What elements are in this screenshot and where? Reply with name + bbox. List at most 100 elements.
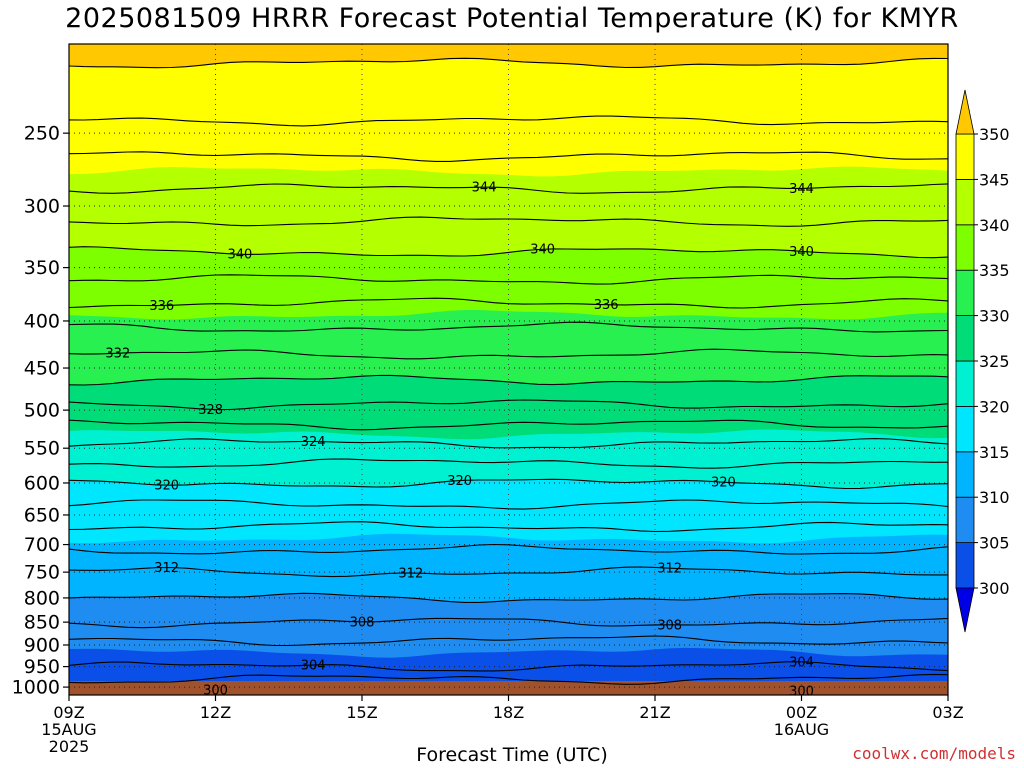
contour-label: 336 (149, 299, 174, 314)
y-tick-label: 400 (24, 310, 60, 332)
contour-label: 344 (789, 182, 814, 197)
colorbar-label: 325 (979, 352, 1010, 371)
y-tick-label: 900 (24, 634, 60, 656)
contour-label-text: 344 (789, 182, 814, 197)
y-tick-label: 450 (24, 358, 60, 380)
contour-label: 312 (154, 561, 179, 576)
colorbar-label: 330 (979, 307, 1010, 326)
x-tick-sublabel: 15AUG (41, 720, 96, 739)
contour-label-text: 300 (789, 685, 814, 700)
grid-lines (69, 44, 948, 695)
contour-label-text: 320 (447, 474, 472, 489)
colorbar-segment (955, 451, 975, 498)
contour-310 (69, 592, 948, 603)
contour-label: 304 (789, 655, 814, 670)
y-tick-label: 1000 (12, 677, 60, 699)
contour-340 (69, 246, 948, 259)
y-tick-label: 950 (24, 656, 60, 678)
contour-304 (69, 661, 948, 672)
colorbar-label: 335 (979, 261, 1010, 280)
x-tick-label: 03Z (932, 703, 963, 722)
contour-label-text: 304 (789, 655, 814, 670)
contour-label: 340 (228, 248, 253, 263)
contour-328 (69, 399, 948, 411)
contour-label: 304 (301, 659, 326, 674)
contour-338 (69, 274, 948, 285)
contour-346 (69, 151, 948, 162)
contour-350 (69, 57, 948, 69)
y-tick-label: 650 (24, 504, 60, 526)
contour-label: 308 (350, 615, 375, 630)
contour-label: 312 (657, 562, 682, 577)
colorbar-segment (955, 269, 975, 317)
contour-326 (69, 419, 948, 431)
contour-label-text: 332 (105, 347, 130, 362)
x-tick-label: 21Z (639, 703, 670, 722)
colorbar-label: 340 (979, 216, 1010, 235)
contour-336 (69, 297, 948, 309)
y-tick-label: 550 (24, 438, 60, 460)
x-tick-label: 09Z (53, 703, 84, 722)
x-tick-label: 12Z (200, 703, 231, 722)
contour-label: 324 (301, 435, 326, 450)
contour-label-text: 308 (350, 615, 375, 630)
y-tick-label: 850 (24, 612, 60, 634)
contour-318 (69, 499, 948, 510)
colorbar-label: 350 (979, 125, 1010, 144)
contour-label: 340 (530, 243, 555, 258)
y-tick-label: 750 (24, 562, 60, 584)
contour-label-text: 344 (472, 181, 497, 196)
contour-lines (69, 57, 948, 685)
contour-label-text: 320 (154, 479, 179, 494)
contour-label: 320 (154, 479, 179, 494)
contour-334 (69, 321, 948, 333)
contour-label-text: 312 (657, 562, 682, 577)
contour-308 (69, 617, 948, 629)
colorbar-label: 310 (979, 488, 1010, 507)
colorbar-segment (955, 405, 975, 453)
ground-surface (69, 681, 948, 695)
contour-label: 328 (198, 403, 223, 418)
colorbar-segment (955, 315, 975, 362)
colorbar-segment (955, 360, 975, 407)
contour-344 (69, 183, 948, 194)
y-tick-label: 300 (24, 196, 60, 218)
y-tick-label: 500 (24, 400, 60, 422)
x-tick-sublabel: 2025 (49, 737, 90, 756)
y-axis: 2503003504004505005506006507007508008509… (12, 123, 69, 699)
contour-label-text: 304 (301, 659, 326, 674)
contour-label: 320 (711, 476, 736, 491)
colorbar-label: 315 (979, 443, 1010, 462)
y-tick-label: 350 (24, 257, 60, 279)
colorbar-segment (955, 542, 975, 589)
contour-302 (69, 673, 948, 685)
contour-label: 336 (594, 298, 619, 313)
contour-label-text: 336 (149, 299, 174, 314)
colorbar-segment (955, 178, 975, 226)
y-tick-label: 700 (24, 534, 60, 556)
contour-label-text: 340 (228, 248, 253, 263)
x-tick-label: 00Z (786, 703, 817, 722)
colorbar-bottom-arrow (955, 587, 975, 633)
contour-label: 312 (398, 566, 423, 581)
colorbar-label: 345 (979, 170, 1010, 189)
contour-label: 332 (105, 347, 130, 362)
colorbar-top-arrow (955, 89, 975, 135)
colorbar-segment (955, 133, 975, 180)
colorbar: 300 305 310 315 320 325 330 335 340 345 350 (955, 89, 1010, 633)
credit-link[interactable]: coolwx.com/models (852, 744, 1016, 763)
y-tick-label: 250 (24, 123, 60, 145)
contour-316 (69, 521, 948, 533)
band-345 (69, 44, 948, 177)
y-tick-label: 800 (24, 587, 60, 609)
contour-324 (69, 438, 948, 449)
contour-label-text: 336 (594, 298, 619, 313)
contour-332 (69, 348, 948, 360)
y-tick-label: 600 (24, 472, 60, 494)
contour-306 (69, 635, 948, 647)
contour-label-text: 340 (789, 245, 814, 260)
contour-label-text: 324 (301, 435, 326, 450)
chart-title: 2025081509 HRRR Forecast Potential Tempe… (65, 3, 959, 34)
